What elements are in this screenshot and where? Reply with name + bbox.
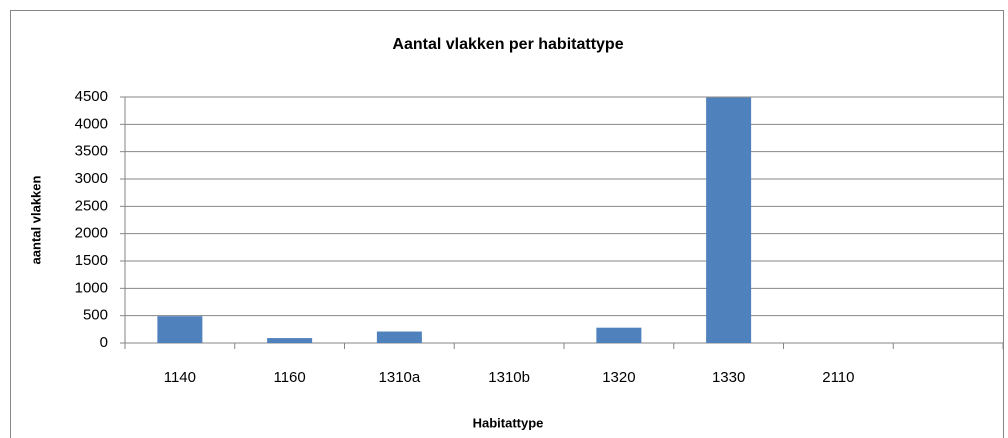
y-tick-label: 3000 — [75, 170, 108, 187]
y-tick-label: 2500 — [75, 197, 108, 214]
bar — [267, 338, 313, 343]
y-tick-label: 4500 — [75, 88, 108, 105]
x-tick-label: 1330 — [712, 369, 745, 386]
chart-frame — [10, 10, 1004, 438]
y-tick-label: 1500 — [75, 252, 108, 269]
x-tick-label: 1320 — [602, 369, 635, 386]
x-tick-label: 1310a — [379, 369, 421, 386]
x-tick-label: 1140 — [164, 369, 196, 386]
x-tick-label: 1160 — [273, 369, 305, 386]
y-tick-label: 4000 — [75, 115, 108, 132]
bar — [706, 97, 752, 344]
x-tick-label: 1310b — [488, 369, 530, 386]
y-tick-label: 0 — [100, 334, 108, 351]
x-axis-label: Habitattype — [473, 415, 544, 430]
y-tick-label: 2000 — [75, 225, 108, 242]
y-axis-label: aantal vlakken — [28, 176, 43, 265]
y-tick-label: 1000 — [75, 279, 108, 296]
chart-title: Aantal vlakken per habitattype — [392, 36, 623, 53]
bar — [376, 331, 422, 343]
bar — [157, 316, 203, 343]
bar — [596, 327, 642, 343]
y-tick-label: 3500 — [75, 143, 108, 160]
y-tick-label: 500 — [83, 307, 108, 324]
x-tick-label: 2110 — [822, 369, 854, 386]
